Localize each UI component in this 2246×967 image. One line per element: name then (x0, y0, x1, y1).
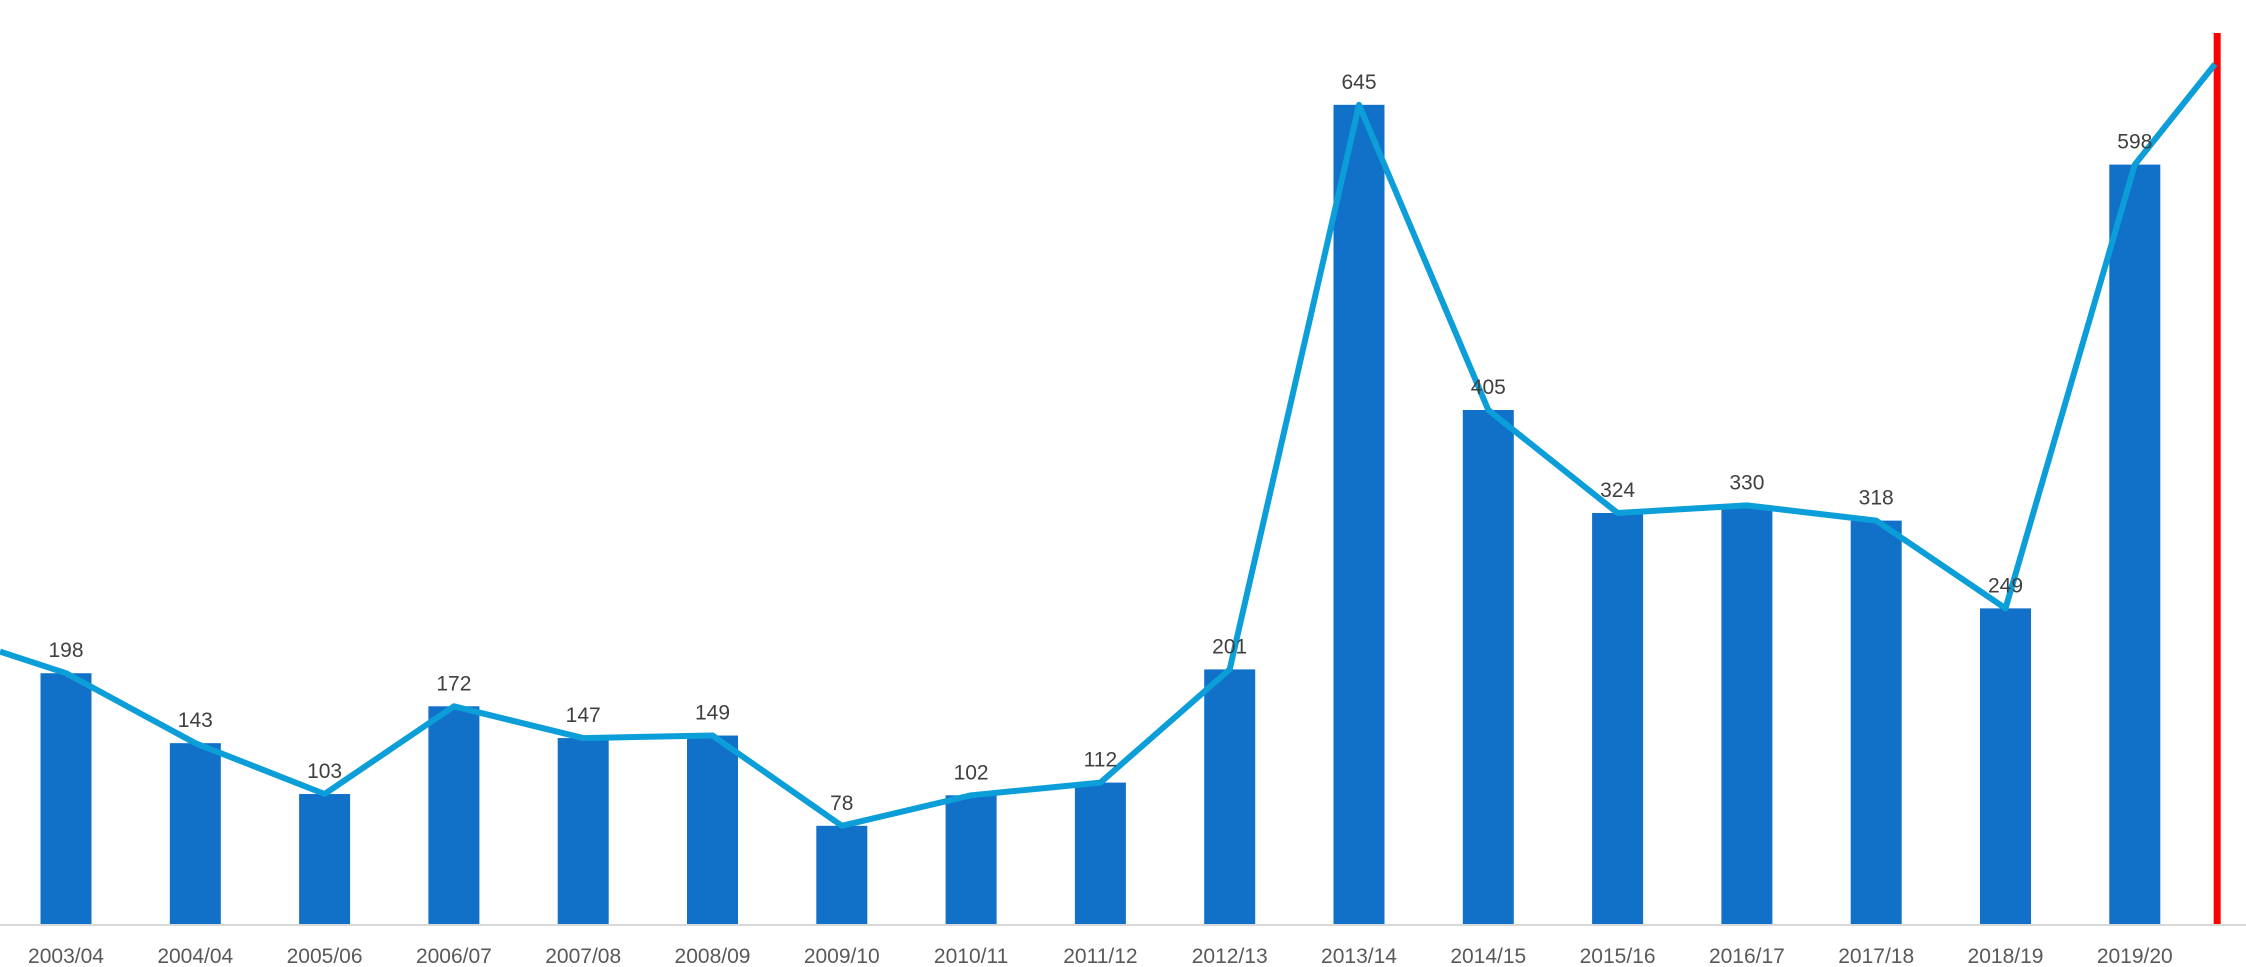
bar-2009-10 (816, 825, 868, 925)
data-label-2014-15: 405 (1471, 376, 1506, 399)
bar-2003-04 (40, 673, 92, 925)
data-label-2013-14: 645 (1341, 71, 1376, 94)
x-tick-label-2006-07: 2006/07 (416, 945, 492, 967)
data-label-2004-04: 143 (178, 709, 213, 732)
data-label-2019-20: 598 (2117, 131, 2152, 154)
bar-2018-19 (1980, 608, 2031, 925)
bar-2015-16 (1592, 513, 1644, 925)
data-label-2016-17: 330 (1729, 471, 1764, 494)
x-tick-label-2018-19: 2018/19 (1968, 945, 2044, 967)
x-tick-label-2007-08: 2007/08 (545, 945, 621, 967)
data-label-2015-16: 324 (1600, 479, 1635, 502)
data-label-2012-13: 201 (1212, 635, 1247, 658)
data-label-2003-04: 198 (48, 639, 83, 662)
bar-2019-20 (2109, 164, 2161, 926)
series-line (0, 62, 2218, 829)
bars-layer (40, 104, 2161, 926)
data-label-2009-10: 78 (830, 792, 853, 815)
data-label-2006-07: 172 (436, 672, 471, 695)
data-label-2010-11: 102 (954, 761, 989, 784)
bar-2011-12 (1074, 782, 1126, 925)
bar-2012-13 (1204, 669, 1256, 925)
bar-2013-14 (1333, 104, 1385, 925)
x-tick-label-2011-12: 2011/12 (1063, 945, 1137, 967)
x-tick-label-2008-09: 2008/09 (675, 945, 751, 967)
x-tick-label-2016-17: 2016/17 (1709, 945, 1785, 967)
bar-2017-18 (1850, 520, 1902, 925)
x-tick-label-2012-13: 2012/13 (1192, 945, 1268, 967)
line-layer (0, 62, 2218, 829)
x-tick-label-2010-11: 2010/11 (934, 945, 1008, 967)
x-tick-label-2014-15: 2014/15 (1450, 945, 1526, 967)
bar-2006-07 (428, 706, 480, 925)
data-label-2007-08: 147 (566, 704, 601, 727)
data-labels-layer: 198 143 103 172 147 149 78 102 112 201 645 405 324 33… (48, 71, 2152, 815)
red-marker-line (2213, 33, 2221, 925)
data-label-2008-09: 149 (695, 702, 730, 725)
bar-2016-17 (1721, 505, 1773, 925)
data-label-2005-06: 103 (307, 760, 342, 783)
x-tick-label-2019-20: 2019/20 (2097, 945, 2173, 967)
x-axis-ticks: 2003/04 2004/04 2005/06 2006/07 2007/08 2008/… (28, 945, 2173, 967)
x-tick-label-2003-04: 2003/04 (28, 945, 104, 967)
bar-2004-04 (169, 743, 221, 925)
marker-layer (2213, 33, 2221, 925)
x-tick-label-2013-14: 2013/14 (1321, 945, 1397, 967)
x-tick-label-2017-18: 2017/18 (1838, 945, 1914, 967)
x-tick-label-2009-10: 2009/10 (804, 945, 880, 967)
bar-2014-15 (1462, 410, 1514, 925)
data-label-2017-18: 318 (1859, 487, 1894, 510)
x-tick-label-2005-06: 2005/06 (287, 945, 363, 967)
data-label-2018-19: 249 (1988, 574, 2023, 597)
x-tick-label-2015-16: 2015/16 (1580, 945, 1656, 967)
bar-2005-06 (299, 794, 351, 925)
bar-2007-08 (557, 738, 609, 925)
data-label-2011-12: 112 (1084, 749, 1117, 772)
x-tick-label-2004-04: 2004/04 (157, 945, 233, 967)
bar-2010-11 (945, 795, 997, 925)
bar-2008-09 (687, 735, 738, 925)
